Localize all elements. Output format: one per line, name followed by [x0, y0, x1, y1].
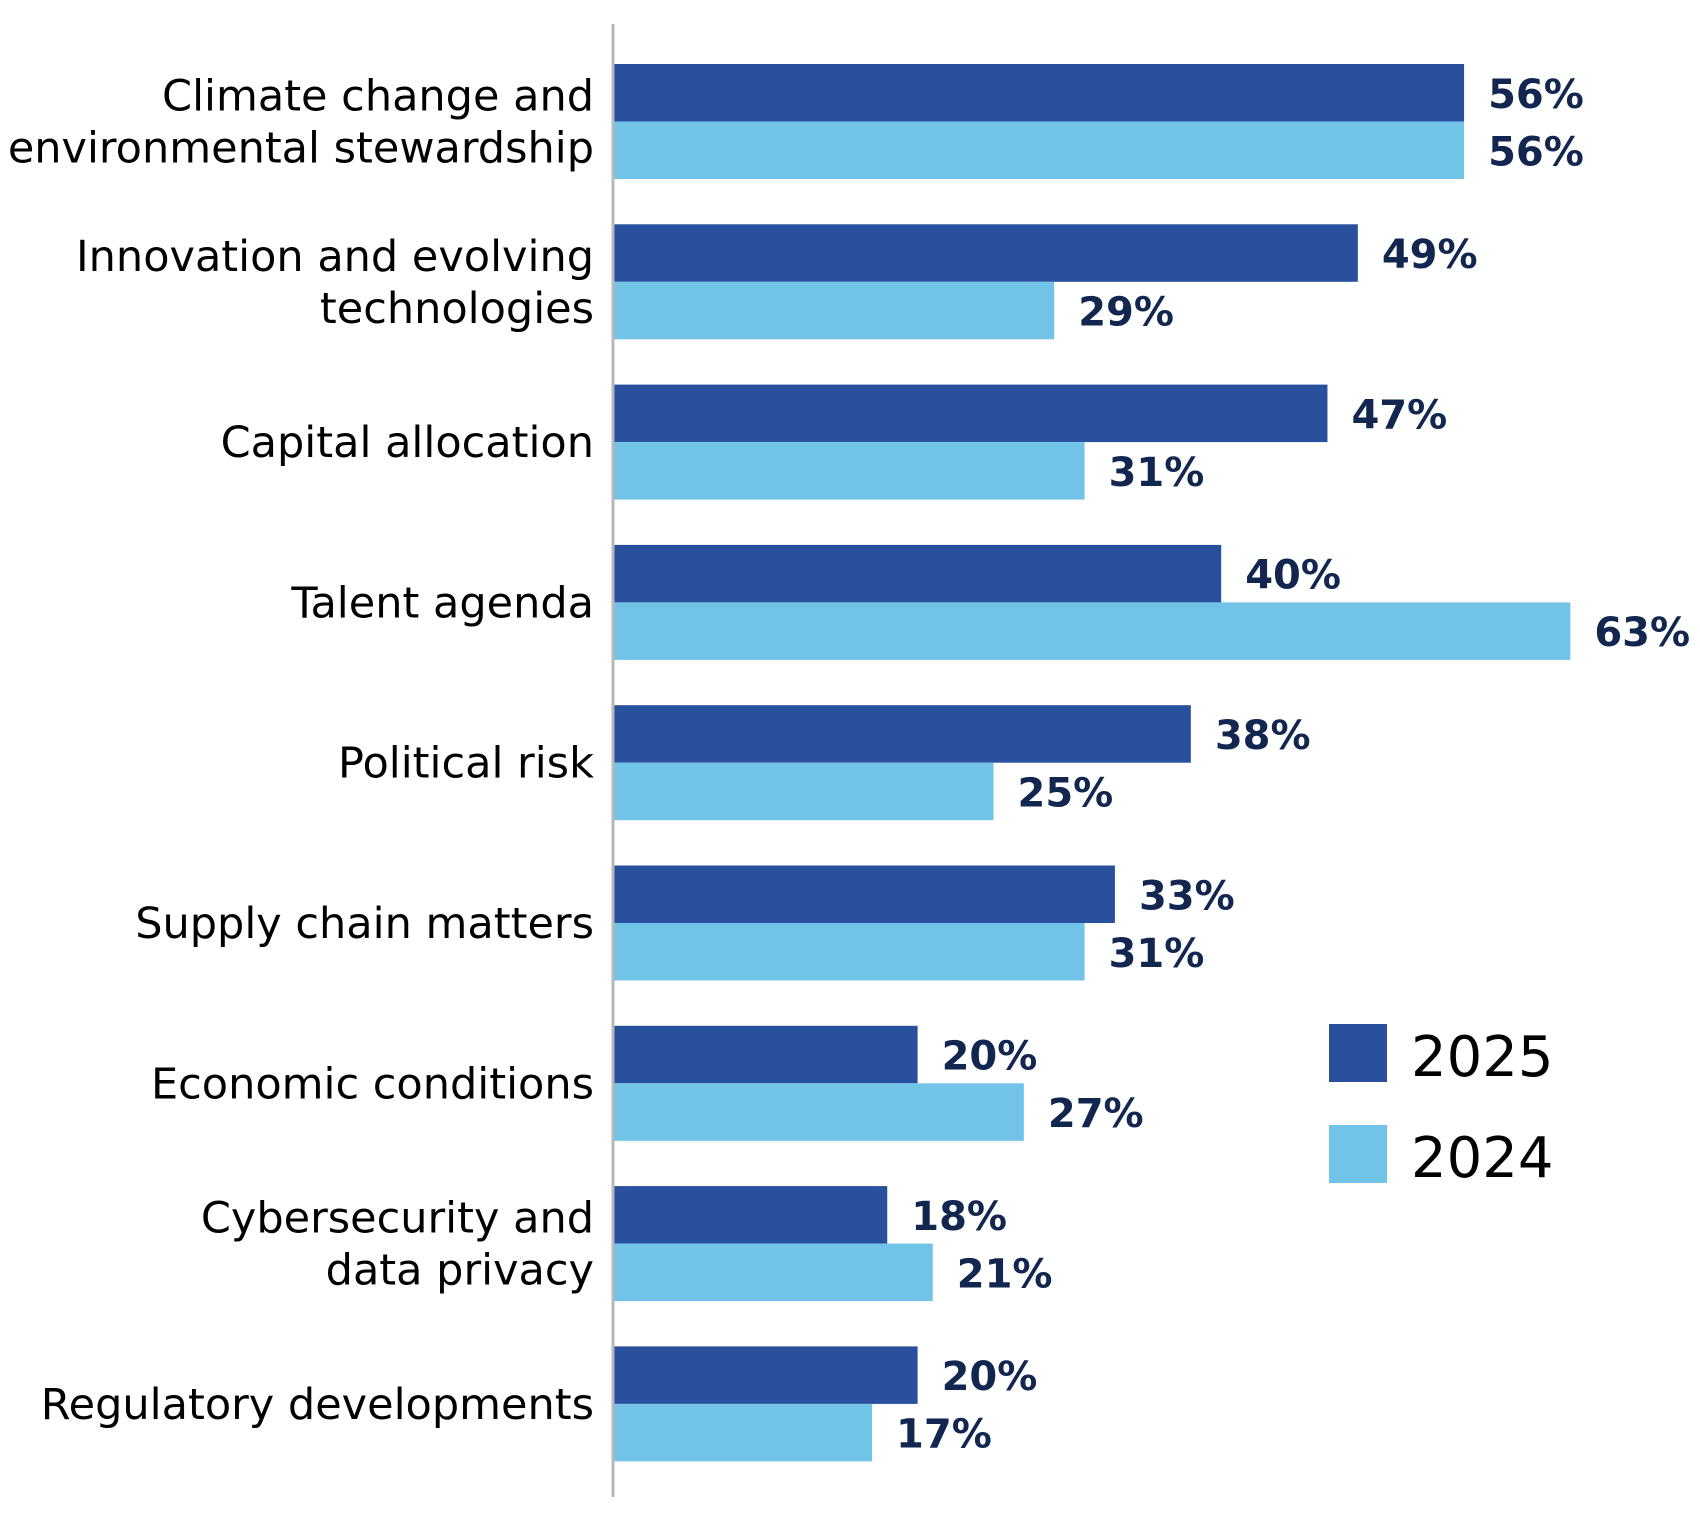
- bar-2025: [614, 64, 1465, 122]
- value-label-2025: 33%: [1139, 873, 1235, 919]
- value-label-2024: 21%: [957, 1251, 1053, 1297]
- value-label-2025: 56%: [1488, 72, 1584, 118]
- bar-2024: [614, 602, 1571, 660]
- category-label: Regulatory developments: [41, 1380, 594, 1430]
- category-label-line: Cybersecurity and: [201, 1194, 594, 1244]
- bar-2025: [614, 865, 1115, 923]
- bar-2024: [614, 121, 1465, 179]
- bar-2025: [614, 1186, 888, 1244]
- value-label-2025: 20%: [942, 1034, 1038, 1080]
- category-label: Cybersecurity and data privacy: [201, 1194, 594, 1296]
- category-label: Economic conditions: [151, 1059, 594, 1109]
- value-label-2024: 25%: [1018, 770, 1114, 816]
- category-label-line: data privacy: [326, 1246, 594, 1296]
- value-label-2025: 18%: [911, 1194, 1007, 1240]
- bar-2024: [614, 1243, 933, 1302]
- bar-2025: [614, 1025, 918, 1084]
- value-label-2024: 29%: [1078, 290, 1174, 336]
- bar-2025: [614, 1346, 918, 1404]
- bar-2024: [614, 923, 1085, 981]
- value-labels: 56%56%49%29%47%31%40%63%38%25%33%31%20%2…: [896, 72, 1690, 1458]
- value-label-2024: 31%: [1109, 931, 1205, 977]
- category-label-line: Capital allocation: [221, 418, 594, 468]
- category-label: Supply chain matters: [135, 899, 594, 949]
- bars-layer: [614, 64, 1571, 1462]
- category-label-line: Political risk: [338, 739, 594, 789]
- category-label-line: Innovation and evolving: [76, 232, 594, 282]
- legend-swatch-2024: [1329, 1125, 1387, 1183]
- category-labels: Climate change and environmental stewards…: [8, 72, 594, 1430]
- category-label: Political risk: [338, 739, 594, 789]
- value-label-2024: 63%: [1594, 610, 1690, 656]
- value-label-2025: 49%: [1382, 232, 1478, 278]
- bar-2025: [614, 224, 1358, 282]
- bar-2024: [614, 1083, 1024, 1141]
- legend-label-2024: 2024: [1411, 1126, 1554, 1191]
- category-label-line: Supply chain matters: [135, 899, 594, 949]
- value-label-2024: 17%: [896, 1412, 992, 1458]
- legend-swatch-2025: [1329, 1024, 1387, 1082]
- legend: 2025 2024: [1329, 1024, 1554, 1191]
- legend-label-2025: 2025: [1411, 1025, 1554, 1090]
- bar-2024: [614, 762, 994, 821]
- bar-2025: [614, 384, 1328, 443]
- value-label-2025: 40%: [1245, 553, 1341, 599]
- bar-2025: [614, 705, 1191, 763]
- category-label: Climate change and environmental stewards…: [8, 72, 594, 174]
- value-label-2024: 31%: [1109, 450, 1205, 496]
- category-label: Innovation and evolving technologies: [76, 232, 594, 334]
- category-label-line: technologies: [320, 284, 594, 334]
- value-label-2024: 27%: [1048, 1091, 1144, 1137]
- bar-2024: [614, 442, 1085, 500]
- value-label-2024: 56%: [1488, 129, 1584, 175]
- category-label: Talent agenda: [290, 578, 594, 628]
- category-label: Capital allocation: [221, 418, 594, 468]
- category-label-line: Economic conditions: [151, 1059, 594, 1109]
- category-label-line: Talent agenda: [290, 578, 594, 628]
- category-label-line: environmental stewardship: [8, 124, 594, 174]
- category-label-line: Regulatory developments: [41, 1380, 594, 1430]
- value-label-2025: 20%: [942, 1354, 1038, 1400]
- bar-2024: [614, 281, 1055, 340]
- bar-2025: [614, 544, 1222, 603]
- value-label-2025: 38%: [1215, 713, 1311, 759]
- bar-2024: [614, 1403, 873, 1462]
- value-label-2025: 47%: [1351, 392, 1447, 438]
- category-label-line: Climate change and: [162, 72, 594, 122]
